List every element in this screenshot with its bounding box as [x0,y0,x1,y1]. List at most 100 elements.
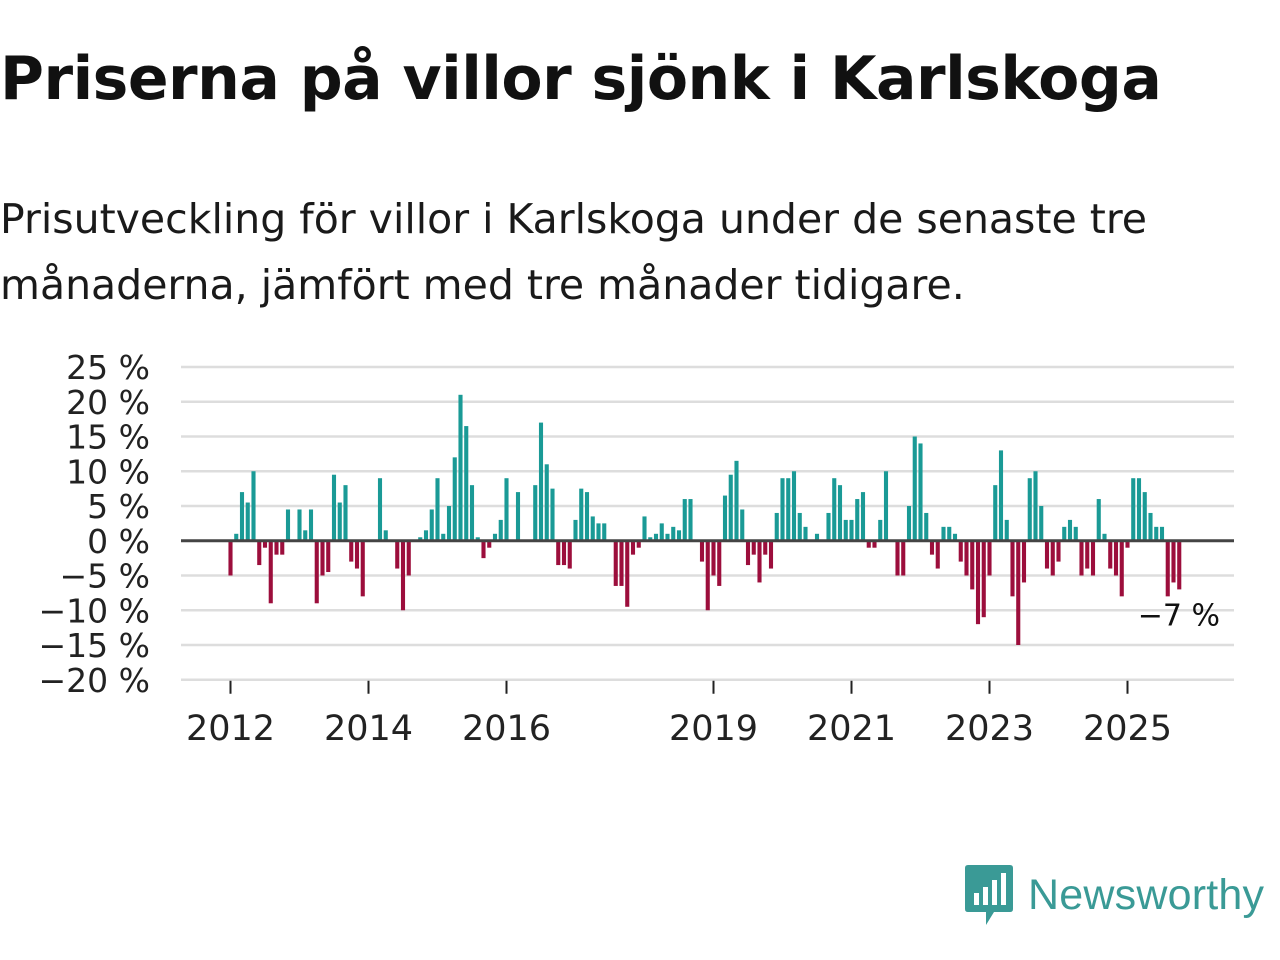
bar [268,540,273,604]
bar [786,478,791,541]
bar [1056,540,1061,562]
chart-subtitle: Prisutveckling för villor i Karlskoga un… [0,195,1147,309]
bar [1136,478,1142,541]
bar [579,488,584,541]
bar [648,537,653,541]
bar [492,533,498,541]
x-tick-label: 2016 [462,709,551,749]
bar [234,533,239,541]
bar [1131,478,1136,541]
bar [1090,540,1096,576]
y-tick-label: −20 % [39,661,151,700]
bar [745,540,751,566]
bar [763,540,768,555]
bar [958,540,963,562]
y-tick-label: −5 % [60,557,151,596]
bar [429,509,434,541]
bar [487,540,492,548]
x-tick-label: 2021 [807,709,896,749]
bar [1039,506,1044,541]
bar [970,540,975,590]
bar [544,464,549,541]
x-tick-label: 2025 [1083,709,1172,749]
bar [262,540,268,548]
bar [481,540,486,559]
x-tick-label: 2012 [186,709,275,749]
bar [843,519,848,541]
bar [280,540,285,555]
bar [1050,540,1055,576]
bar [435,478,440,541]
bar [441,533,446,541]
bar [1044,540,1050,569]
bar [935,540,940,569]
bar [469,485,475,541]
bar [653,533,659,541]
bar [734,460,739,541]
y-tick-label: 5 % [87,487,150,526]
bar [1062,526,1067,541]
bar [251,471,256,541]
bar [567,540,572,569]
bar [837,485,843,541]
bar [257,540,262,566]
bar [1010,540,1015,597]
bar [740,509,745,541]
brand-name: Newsworthy [1028,870,1265,919]
bar [929,540,935,555]
bar [285,509,291,541]
bar [1148,512,1153,541]
bar [625,540,630,607]
bar [331,474,337,541]
bar [1085,540,1090,569]
bar [550,488,555,541]
bar [642,516,647,541]
bar [671,526,676,541]
bar [1067,519,1073,541]
bar [245,502,250,541]
bar [912,436,917,541]
bar [297,509,302,541]
bar [228,540,233,576]
bar [464,426,469,541]
bar [349,540,354,562]
y-tick-label: 15 % [66,418,150,457]
bar [326,540,331,573]
bar [1073,526,1078,541]
x-axis: 2012 2014 2016 2019 2021 2023 2025 [186,680,1172,749]
y-tick-label: 20 % [66,383,150,422]
bar-chart: 25 %20 %15 %10 %5 %0 %−5 %−10 %−15 %−20 … [39,348,1234,749]
bar [826,512,831,541]
bar [498,519,503,541]
bar [1096,499,1101,541]
bar [504,478,509,541]
bar [711,540,716,576]
bar [860,492,866,541]
bar [619,540,624,586]
bar [780,478,785,541]
x-tick-label: 2019 [669,709,758,749]
y-tick-label: −15 % [39,626,151,665]
bar [791,471,797,541]
bar [918,443,923,541]
bar [1119,540,1124,597]
bar [533,485,538,541]
bar [797,512,802,541]
bar [998,450,1004,541]
bar [314,540,319,604]
bar [1027,478,1032,541]
bar [308,509,314,541]
bar [561,540,567,566]
newsworthy-logo-icon [965,865,1013,925]
bar [452,457,457,541]
bar [377,478,383,541]
bar [395,540,400,569]
y-tick-label: 25 % [66,348,150,387]
bar [418,537,423,541]
bar [832,478,837,541]
bar [849,519,854,541]
bar [1177,540,1182,590]
bar [993,485,998,541]
bar [400,540,406,611]
bar [676,530,682,541]
